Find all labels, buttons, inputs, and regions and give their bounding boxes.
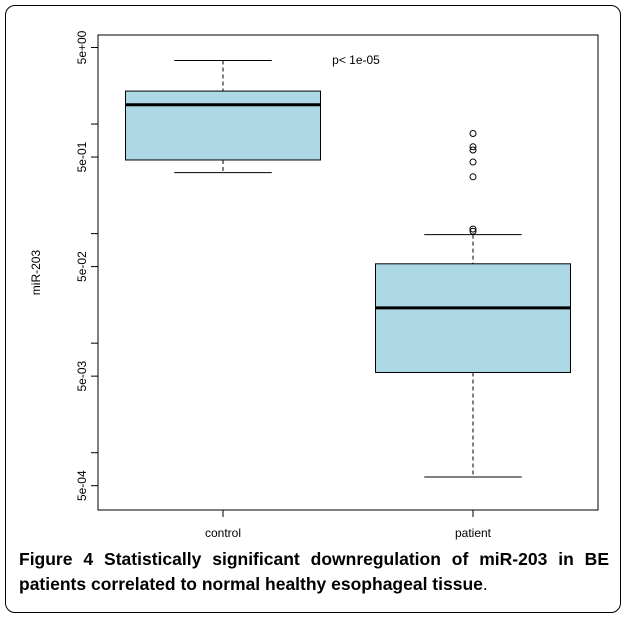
y-tick-label: 5e-01 [75, 141, 89, 172]
figure-label: Figure 4 [19, 549, 94, 569]
p-value-annotation: p< 1e-05 [332, 53, 380, 67]
caption-period: . [482, 574, 488, 594]
figure-caption: Figure 4 Statistically significant downr… [19, 547, 609, 597]
outlier-point [469, 146, 477, 154]
x-tick-label: control [205, 526, 241, 540]
y-tick-label: 5e-02 [75, 251, 89, 282]
y-tick-label: 5e-04 [75, 470, 89, 501]
outlier-point [469, 225, 477, 233]
outlier-point [469, 227, 477, 235]
outlier-point [469, 129, 477, 137]
boxplot-chart: 5e+00 5e-01 5e-02 5e-03 5e-04 miR-203 p< 1e-05… [29, 30, 599, 540]
box-iqr [375, 263, 571, 373]
y-tick-label: 5e+00 [75, 30, 89, 64]
outlier-point [469, 158, 477, 166]
plot-area-border [97, 34, 599, 511]
x-tick-label: patient [455, 526, 492, 540]
y-axis-label: miR-203 [29, 250, 43, 296]
caption-text: Statistically significant downregulation… [19, 549, 609, 594]
box-iqr [125, 90, 321, 161]
y-tick-label: 5e-03 [75, 360, 89, 391]
outlier-point [469, 173, 477, 181]
outlier-point [469, 143, 477, 151]
